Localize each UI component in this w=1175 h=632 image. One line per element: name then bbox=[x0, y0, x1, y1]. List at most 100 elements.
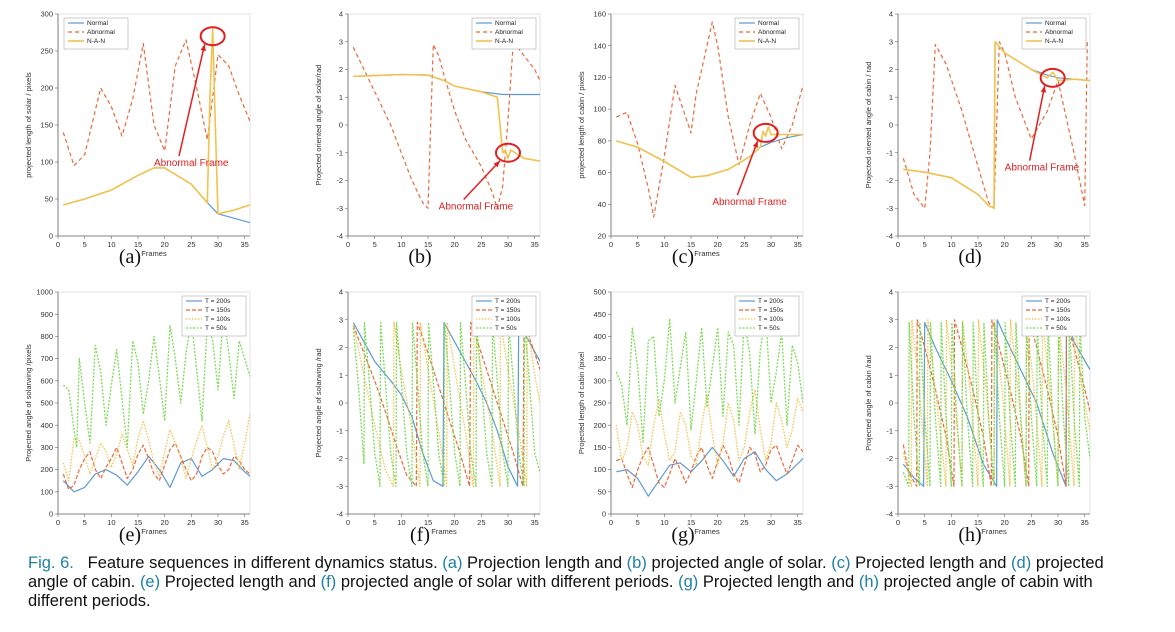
x-tick-label: 10 bbox=[107, 518, 115, 527]
y-tick-label: 2 bbox=[339, 65, 343, 74]
y-axis-label: Projected oriented angle of solar/rad bbox=[314, 65, 323, 186]
x-tick-label: 15 bbox=[134, 240, 142, 249]
y-tick-label: 200 bbox=[40, 465, 53, 474]
y-axis-label: Projected angle of solarwing /pixels bbox=[24, 344, 33, 462]
x-tick-label: 25 bbox=[740, 518, 748, 527]
y-tick-label: 0 bbox=[889, 121, 893, 130]
y-tick-label: 4 bbox=[889, 10, 893, 19]
x-tick-label: 25 bbox=[1027, 518, 1035, 527]
caption-text-7: projected angle of solar with different … bbox=[340, 573, 674, 591]
y-tick-label: 150 bbox=[40, 121, 53, 130]
arrowhead-icon bbox=[752, 140, 758, 148]
x-tick-label: 35 bbox=[793, 240, 801, 249]
series-line-nan bbox=[63, 27, 250, 215]
series-line-p200 bbox=[616, 446, 803, 497]
y-tick-label: 900 bbox=[40, 310, 53, 319]
y-axis-label: projected length of cabin / pixels bbox=[577, 71, 586, 178]
x-tick-label: 15 bbox=[134, 518, 142, 527]
x-tick-label: 10 bbox=[397, 240, 405, 249]
y-tick-label: 4 bbox=[339, 10, 343, 19]
chart-legend: T = 200s T = 150s T = 100s T = 50s bbox=[1021, 295, 1087, 337]
x-tick-label: 20 bbox=[713, 240, 721, 249]
chart-legend: T = 200s T = 150s T = 100s T = 50s bbox=[471, 295, 537, 337]
x-tick-label: 20 bbox=[450, 240, 458, 249]
panel-label: (g) bbox=[671, 524, 695, 546]
y-tick-label: -3 bbox=[336, 482, 343, 491]
caption-text-9: projected angle of cabin with different … bbox=[28, 573, 1093, 610]
y-axis-label: Projected oriented angle of cabin / rad bbox=[864, 62, 873, 189]
abnormal-frame-circle bbox=[199, 26, 226, 47]
x-tick-label: 25 bbox=[187, 240, 195, 249]
y-tick-label: 700 bbox=[40, 354, 53, 363]
x-tick-label: 5 bbox=[636, 240, 640, 249]
legend-entry: N-A-N bbox=[495, 38, 513, 45]
annotation-arrow bbox=[736, 140, 759, 196]
series-line-p100 bbox=[902, 319, 1090, 487]
series-line-p50 bbox=[902, 321, 1090, 487]
caption-text-3: projected angle of solar. bbox=[651, 554, 827, 572]
y-tick-label: 120 bbox=[593, 73, 606, 82]
chart-legend: T = 200s T = 150s T = 100s T = 50s bbox=[734, 295, 800, 337]
y-axis-label: Projected angle of cabin /rad bbox=[864, 355, 873, 450]
y-tick-label: 350 bbox=[593, 354, 606, 363]
chart-panel-h: 0 5 10 15 20 25 30 35 -4 -3 -2 -1 0 1 2 3 4 Frames Project… bbox=[840, 278, 1100, 553]
legend-entry: Abnormal bbox=[758, 29, 786, 36]
legend-entry: T = 200s bbox=[205, 298, 231, 305]
x-tick-label: 30 bbox=[767, 518, 775, 527]
x-tick-label: 35 bbox=[1080, 518, 1088, 527]
chart-c: 0 5 10 15 20 25 30 35 20 40 60 80 100 120 140 160 Frames… bbox=[577, 10, 804, 258]
y-tick-label: 200 bbox=[40, 84, 53, 93]
x-tick-label: 20 bbox=[713, 518, 721, 527]
x-tick-label: 20 bbox=[1000, 518, 1008, 527]
annotation-arrow bbox=[178, 44, 206, 157]
x-tick-label: 35 bbox=[530, 518, 538, 527]
legend-entry: Normal bbox=[87, 20, 109, 27]
chart-e: 0 5 10 15 20 25 30 35 0 100 200 300 400 500 600 700 800 9… bbox=[24, 288, 251, 536]
x-tick-label: 30 bbox=[504, 240, 512, 249]
legend-entry: Normal bbox=[758, 20, 780, 27]
chart-panel-e: 0 5 10 15 20 25 30 35 0 100 200 300 400 500 600 700 800 9… bbox=[0, 278, 260, 553]
x-tick-label: 20 bbox=[1000, 240, 1008, 249]
legend-entry: Normal bbox=[1045, 20, 1067, 27]
series-line-p150 bbox=[616, 444, 803, 488]
annotation-label: Abnormal Frame bbox=[1005, 163, 1080, 174]
y-tick-label: 300 bbox=[593, 376, 606, 385]
figure-grid: 0 5 10 15 20 25 30 35 0 50 100 150 200 250 300 Frames pr… bbox=[0, 0, 1100, 553]
series-line-p100 bbox=[615, 389, 803, 466]
chart-panel-d: 0 5 10 15 20 25 30 35 -4 -3 -2 -1 0 1 2 3 4 Projected ori… bbox=[840, 0, 1100, 275]
legend-entry: T = 150s bbox=[495, 307, 521, 314]
y-tick-label: 1 bbox=[889, 371, 893, 380]
caption-ref-g: (g) bbox=[678, 573, 699, 591]
x-tick-label: 10 bbox=[660, 240, 668, 249]
y-tick-label: 200 bbox=[593, 421, 606, 430]
x-tick-label: 5 bbox=[636, 518, 640, 527]
y-tick-label: 0 bbox=[602, 510, 606, 519]
chart-panel-g: 0 5 10 15 20 25 30 35 0 50 100 150 200 250 300 350 400 45… bbox=[553, 278, 813, 553]
legend-entry: N-A-N bbox=[758, 38, 776, 45]
y-tick-label: 160 bbox=[593, 10, 606, 19]
legend-entry: N-A-N bbox=[87, 38, 105, 45]
x-tick-label: 15 bbox=[687, 518, 695, 527]
y-tick-label: 250 bbox=[593, 399, 606, 408]
annotation-arrow bbox=[1028, 85, 1046, 161]
x-tick-label: 10 bbox=[947, 518, 955, 527]
figure-caption: Fig. 6. Feature sequences in different d… bbox=[28, 554, 1148, 611]
series-line-abnormal bbox=[62, 39, 250, 167]
legend-entry: T = 150s bbox=[1045, 307, 1071, 314]
x-tick-label: 35 bbox=[793, 518, 801, 527]
y-tick-label: 300 bbox=[40, 443, 53, 452]
x-axis-label: Frames bbox=[141, 249, 167, 258]
y-tick-label: -4 bbox=[336, 510, 343, 519]
y-tick-label: -3 bbox=[336, 204, 343, 213]
arrowhead-icon bbox=[493, 160, 500, 168]
series-line-p200 bbox=[62, 455, 250, 493]
x-tick-label: 0 bbox=[609, 518, 613, 527]
chart-b: 0 5 10 15 20 25 30 35 -4 -3 -2 -1 0 1 2 3 4 Projected ori… bbox=[314, 10, 541, 249]
y-tick-label: 400 bbox=[593, 332, 606, 341]
caption-text-6: Projected length and bbox=[164, 573, 317, 591]
caption-text-8: Projected length and bbox=[702, 573, 855, 591]
y-tick-label: 0 bbox=[339, 399, 343, 408]
y-tick-label: 250 bbox=[40, 47, 53, 56]
y-tick-label: 100 bbox=[40, 158, 53, 167]
x-axis-label: Frames bbox=[694, 527, 720, 536]
